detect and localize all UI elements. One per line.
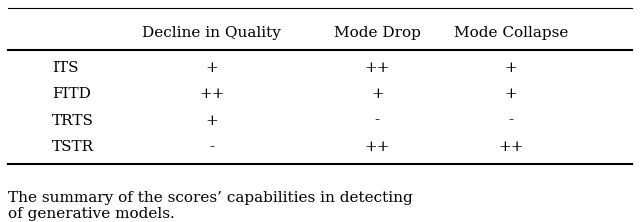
Text: -: - [509, 114, 514, 128]
Text: -: - [375, 114, 380, 128]
Text: ++: ++ [499, 140, 524, 154]
Text: Mode Drop: Mode Drop [334, 26, 420, 40]
Text: +: + [205, 114, 218, 128]
Text: +: + [505, 61, 518, 75]
Text: +: + [371, 87, 384, 101]
Text: The summary of the scores’ capabilities in detecting
of generative models.: The summary of the scores’ capabilities … [8, 191, 413, 221]
Text: Mode Collapse: Mode Collapse [454, 26, 568, 40]
Text: ++: ++ [365, 140, 390, 154]
Text: +: + [505, 87, 518, 101]
Text: Decline in Quality: Decline in Quality [142, 26, 281, 40]
Text: ++: ++ [199, 87, 225, 101]
Text: -: - [209, 140, 214, 154]
Text: +: + [205, 61, 218, 75]
Text: FITD: FITD [52, 87, 92, 101]
Text: ITS: ITS [52, 61, 79, 75]
Text: TSTR: TSTR [52, 140, 95, 154]
Text: TRTS: TRTS [52, 114, 94, 128]
Text: ++: ++ [365, 61, 390, 75]
